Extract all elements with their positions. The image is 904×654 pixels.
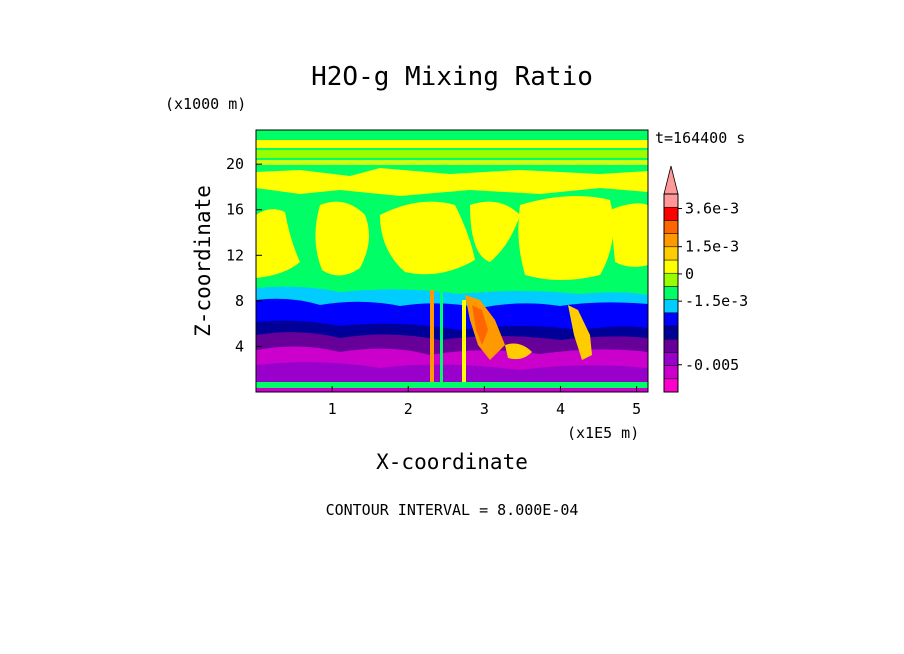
colorbar-swatch [663, 246, 679, 261]
colorbar-label: 1.5e-3 [685, 238, 739, 256]
y-unit-label: (x1000 m) [165, 95, 246, 113]
colorbar-swatch [663, 193, 679, 208]
colorbar-swatch [663, 338, 679, 353]
colorbar-swatch [663, 312, 679, 327]
y-tick-label: 16 [226, 201, 244, 219]
x-tick-label: 2 [404, 400, 413, 418]
colorbar-swatch [663, 259, 679, 274]
colorbar-arrow [663, 165, 679, 195]
y-tick-label: 4 [235, 337, 244, 355]
x-axis-label: X-coordinate [376, 450, 528, 474]
colorbar-label: 3.6e-3 [685, 200, 739, 218]
chart-title: H2O-g Mixing Ratio [311, 62, 593, 92]
x-tick-label: 4 [556, 400, 565, 418]
colorbar-swatch [663, 286, 679, 300]
colorbar-swatch [663, 272, 679, 287]
y-tick-label: 20 [226, 155, 244, 173]
colorbar-label: -1.5e-3 [685, 292, 748, 310]
colorbar: 3.6e-3 1.5e-3 0 -1.5e-3 -0.005 [663, 165, 748, 393]
plot-frame [255, 129, 649, 393]
colorbar-swatch [663, 352, 679, 366]
colorbar-label: -0.005 [685, 356, 739, 374]
x-tick-label: 3 [480, 400, 489, 418]
colorbar-swatch [663, 378, 679, 393]
colorbar-swatch [663, 365, 679, 380]
x-tick-label: 5 [632, 400, 641, 418]
y-axis-label: Z-coordinate [191, 185, 215, 337]
colorbar-swatch [663, 220, 679, 234]
x-tick-label: 1 [328, 400, 337, 418]
contour-field [256, 130, 648, 392]
y-tick-label: 8 [235, 292, 244, 310]
colorbar-frame [663, 193, 679, 393]
colorbar-swatch [663, 206, 679, 221]
time-label: t=164400 s [655, 129, 745, 147]
x-unit-label: (x1E5 m) [567, 424, 639, 442]
colorbar-swatch [663, 325, 679, 340]
contour-interval-note: CONTOUR INTERVAL = 8.000E-04 [326, 501, 579, 519]
colorbar-swatch [663, 233, 679, 248]
colorbar-label: 0 [685, 265, 694, 283]
y-tick-label: 12 [226, 246, 244, 264]
colorbar-swatch [663, 299, 679, 314]
